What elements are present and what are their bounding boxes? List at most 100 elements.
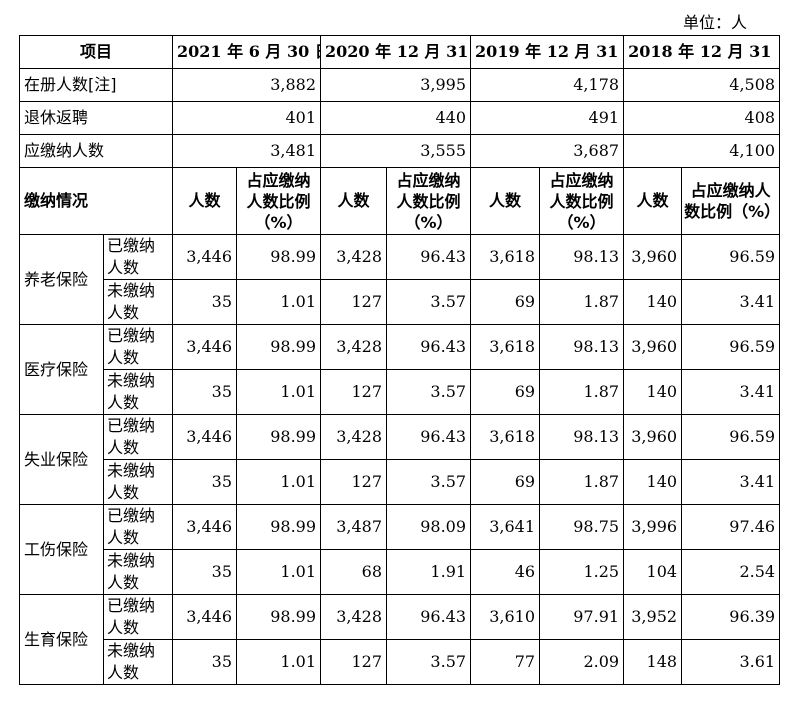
insurance-category: 养老保险 <box>19 234 104 325</box>
count-cell: 3,428 <box>320 234 388 280</box>
insurance-category: 医疗保险 <box>19 324 104 415</box>
count-cell: 69 <box>470 279 541 325</box>
table-row: 未缴纳人数 35 1.01 127 3.57 69 1.87 140 3.41 <box>20 279 781 325</box>
ratio-cell: 1.91 <box>386 549 472 595</box>
unit-label: 单位：人 <box>682 13 747 32</box>
count-cell: 3,446 <box>172 594 238 640</box>
summary-row: 退休返聘 401 440 491 408 <box>18 101 781 135</box>
count-cell: 140 <box>623 279 683 325</box>
payment-status: 已缴纳人数 <box>102 504 174 550</box>
ratio-cell: 98.99 <box>236 324 322 370</box>
count-cell: 3,446 <box>172 324 238 370</box>
payment-status: 已缴纳人数 <box>102 414 174 460</box>
ratio-cell: 1.01 <box>236 549 322 595</box>
table-row: 未缴纳人数 35 1.01 127 3.57 77 2.09 148 3.61 <box>20 639 781 685</box>
count-cell: 3,446 <box>172 234 238 280</box>
header-date: 2020 年 12 月 31 日 <box>320 35 472 69</box>
summary-row: 应缴纳人数 3,481 3,555 3,687 4,100 <box>18 134 781 168</box>
payment-status: 未缴纳人数 <box>102 549 174 595</box>
insurance-category: 失业保险 <box>19 414 104 505</box>
summary-value: 3,555 <box>320 134 472 168</box>
table-row: 未缴纳人数 35 1.01 68 1.91 46 1.25 104 2.54 <box>20 549 781 595</box>
count-cell: 3,618 <box>470 234 541 280</box>
count-cell: 35 <box>172 639 238 685</box>
summary-value: 3,481 <box>172 134 322 168</box>
summary-value: 491 <box>470 101 625 135</box>
summary-label: 在册人数[注] <box>18 68 174 102</box>
table-row: 工伤保险 已缴纳人数 3,446 98.99 3,487 98.09 3,641… <box>19 504 781 595</box>
ratio-cell: 96.43 <box>386 234 472 280</box>
count-cell: 3,428 <box>320 414 388 460</box>
header-item: 项目 <box>18 35 174 69</box>
summary-value: 440 <box>320 101 472 135</box>
ratio-header: 占应缴纳人数比例（%） <box>386 167 472 235</box>
count-cell: 140 <box>623 459 683 505</box>
summary-value: 408 <box>623 101 781 135</box>
payment-status: 已缴纳人数 <box>102 594 174 640</box>
ratio-cell: 1.87 <box>539 459 625 505</box>
ratio-cell: 1.87 <box>539 279 625 325</box>
sub-header-row: 缴纳情况 人数 占应缴纳人数比例（%） 人数 占应缴纳人数比例（%） 人数 占应… <box>18 167 781 235</box>
ratio-cell: 98.13 <box>539 324 625 370</box>
count-cell: 3,618 <box>470 414 541 460</box>
ratio-cell: 3.57 <box>386 459 472 505</box>
count-header: 人数 <box>172 167 238 235</box>
count-cell: 3,610 <box>470 594 541 640</box>
ratio-cell: 2.09 <box>539 639 625 685</box>
count-cell: 3,618 <box>470 324 541 370</box>
count-cell: 69 <box>470 369 541 415</box>
payment-status: 未缴纳人数 <box>102 279 174 325</box>
count-cell: 77 <box>470 639 541 685</box>
count-cell: 104 <box>623 549 683 595</box>
ratio-cell: 96.59 <box>681 414 781 460</box>
ratio-cell: 1.01 <box>236 279 322 325</box>
count-cell: 127 <box>320 369 388 415</box>
ratio-cell: 96.43 <box>386 594 472 640</box>
count-cell: 35 <box>172 549 238 595</box>
ratio-cell: 96.43 <box>386 414 472 460</box>
payment-status: 未缴纳人数 <box>102 369 174 415</box>
payment-status: 未缴纳人数 <box>102 639 174 685</box>
ratio-header: 占应缴纳人数比例（%） <box>681 167 781 235</box>
summary-value: 3,882 <box>172 68 322 102</box>
payment-status: 未缴纳人数 <box>102 459 174 505</box>
ratio-cell: 1.01 <box>236 639 322 685</box>
ratio-cell: 98.09 <box>386 504 472 550</box>
ratio-cell: 97.46 <box>681 504 781 550</box>
ratio-cell: 2.54 <box>681 549 781 595</box>
ratio-cell: 1.87 <box>539 369 625 415</box>
ratio-cell: 3.41 <box>681 369 781 415</box>
count-cell: 69 <box>470 459 541 505</box>
table-row: 养老保险 已缴纳人数 3,446 98.99 3,428 96.43 3,618… <box>19 234 781 325</box>
count-cell: 127 <box>320 279 388 325</box>
ratio-cell: 3.57 <box>386 279 472 325</box>
count-cell: 3,641 <box>470 504 541 550</box>
count-cell: 3,446 <box>172 504 238 550</box>
summary-value: 4,508 <box>623 68 781 102</box>
ratio-cell: 98.75 <box>539 504 625 550</box>
ratio-cell: 1.25 <box>539 549 625 595</box>
header-date: 2021 年 6 月 30 日 <box>172 35 322 69</box>
ratio-cell: 96.59 <box>681 324 781 370</box>
ratio-cell: 3.57 <box>386 369 472 415</box>
count-header: 人数 <box>470 167 541 235</box>
count-cell: 46 <box>470 549 541 595</box>
count-header: 人数 <box>320 167 388 235</box>
ratio-cell: 1.01 <box>236 459 322 505</box>
ratio-header: 占应缴纳人数比例（%） <box>236 167 322 235</box>
header-date: 2019 年 12 月 31 日 <box>470 35 625 69</box>
summary-value: 4,100 <box>623 134 781 168</box>
summary-value: 4,178 <box>470 68 625 102</box>
sub-header-label: 缴纳情况 <box>18 167 174 235</box>
count-cell: 3,960 <box>623 234 683 280</box>
ratio-cell: 97.91 <box>539 594 625 640</box>
count-cell: 148 <box>623 639 683 685</box>
ratio-cell: 96.39 <box>681 594 781 640</box>
count-cell: 127 <box>320 459 388 505</box>
count-cell: 3,960 <box>623 414 683 460</box>
ratio-cell: 3.61 <box>681 639 781 685</box>
ratio-cell: 3.41 <box>681 279 781 325</box>
summary-value: 3,687 <box>470 134 625 168</box>
payment-status: 已缴纳人数 <box>102 324 174 370</box>
summary-value: 3,995 <box>320 68 472 102</box>
